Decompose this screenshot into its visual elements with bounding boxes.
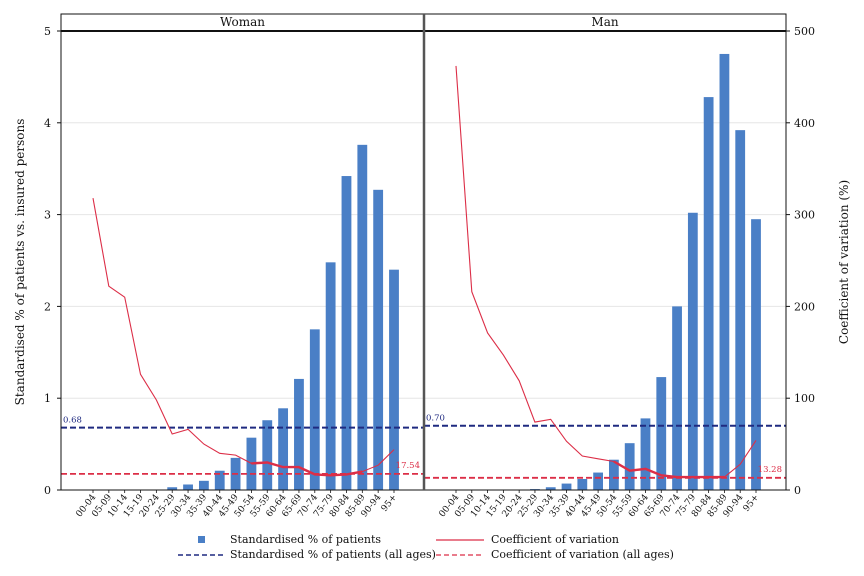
bar: [167, 487, 178, 490]
bar: [262, 420, 273, 490]
x-tick-label: 95+: [380, 493, 400, 514]
legend-swatch-bars: [198, 536, 205, 543]
bar: [341, 176, 352, 490]
panel-woman: Woman0.6817.5400-0405-0910-1415-1920-242…: [60, 13, 425, 519]
y-right-tick-label: 100: [794, 392, 815, 405]
bar: [309, 329, 320, 490]
cv-line-emphasis: [613, 460, 725, 479]
legend-label-all-ages-patients: Standardised % of patients (all ages): [230, 548, 436, 561]
bar: [325, 262, 336, 490]
panel-title: Man: [591, 15, 618, 29]
bar: [373, 189, 384, 490]
panel-title: Woman: [220, 15, 265, 29]
bar: [687, 212, 698, 490]
bar: [198, 480, 209, 490]
y-left-tick-label: 2: [44, 300, 51, 313]
y-right-tick-label: 400: [794, 117, 815, 130]
y-left-tick-label: 4: [44, 117, 51, 130]
bar: [183, 484, 193, 490]
bar: [703, 97, 714, 490]
bar: [624, 443, 635, 490]
bar: [640, 418, 651, 490]
y-right-tick-label: 200: [794, 300, 815, 313]
y-left-tick-label: 3: [44, 209, 51, 222]
bar: [357, 144, 368, 490]
bar: [278, 408, 289, 490]
legend-label-all-ages-cv: Coefficient of variation (all ages): [491, 548, 674, 561]
bar: [609, 459, 619, 490]
y-left-tick-label: 5: [44, 25, 51, 38]
y-right-tick-label: 500: [794, 25, 815, 38]
bar: [593, 472, 603, 490]
right-axis-title: Coefficient of variation (%): [837, 180, 851, 344]
bar: [719, 53, 730, 490]
legend-label-bars: Standardised % of patients: [230, 533, 381, 546]
y-left-tick-label: 0: [44, 484, 51, 497]
bar: [751, 219, 761, 490]
bar: [672, 306, 682, 490]
axes-layer: 0 1 2 3 4 5 0 100 200 300 400 500: [44, 14, 815, 497]
bar: [214, 470, 225, 490]
ref-label-cv: 13.28: [758, 465, 782, 475]
ref-label-patients: 0.68: [63, 416, 82, 426]
bar: [735, 130, 746, 491]
ref-label-cv: 17.54: [396, 461, 420, 471]
bar: [545, 487, 556, 490]
y-right-tick-label: 300: [794, 209, 815, 222]
x-tick-label: 95+: [742, 493, 762, 514]
bar: [561, 483, 572, 490]
legend: Standardised % of patients Coefficient o…: [178, 533, 674, 561]
bar: [577, 478, 588, 490]
bar: [389, 269, 399, 490]
left-axis-title: Standardised % of patients vs. insured p…: [13, 119, 27, 406]
bar: [294, 378, 304, 490]
bar: [656, 377, 667, 490]
cv-line-emphasis: [251, 461, 363, 477]
ref-label-patients: 0.70: [426, 414, 445, 424]
y-right-tick-label: 0: [794, 484, 801, 497]
y-left-tick-label: 1: [44, 392, 51, 405]
panel-man: Man0.7013.2800-0405-0910-1415-1920-2425-…: [423, 13, 787, 519]
legend-label-cv: Coefficient of variation: [491, 533, 619, 546]
